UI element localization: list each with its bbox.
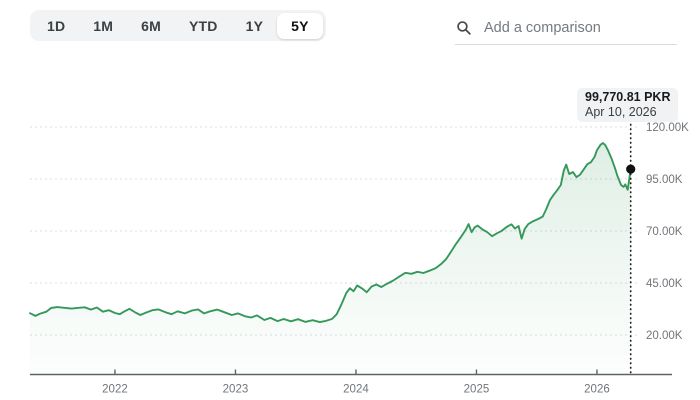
tooltip-price: 99,770.81 PKR [585,90,671,104]
range-tab-5y[interactable]: 5Y [277,12,323,39]
y-tick-label: 45.00K [646,278,683,290]
y-tick-label: 95.00K [646,174,683,186]
tooltip-date: Apr 10, 2026 [585,105,657,119]
range-tab-ytd[interactable]: YTD [175,13,232,39]
y-tick-label: 70.00K [646,226,683,238]
series-line [29,142,632,324]
range-tab-1d[interactable]: 1D [33,13,79,39]
series-area-fill [30,143,631,375]
range-tab-1m[interactable]: 1M [79,13,127,39]
hover-tooltip: 99,770.81 PKR Apr 10, 2026 [577,88,679,122]
y-tick-label: 20.00K [646,330,683,342]
chart-marker-dot [626,164,636,174]
range-tab-6m[interactable]: 6M [127,13,175,39]
gridlines: 20.00K 45.00K 70.00K 95.00K 120.00K [30,122,689,342]
search-icon [455,19,472,36]
range-tab-1y[interactable]: 1Y [232,13,278,39]
range-selector: 1D 1M 6M YTD 1Y 5Y [30,10,326,41]
x-axis: 2022 2023 2024 2025 2026 [30,369,672,396]
x-tick-label: 2024 [343,384,369,396]
x-tick-label: 2022 [102,384,128,396]
comparison-search-input[interactable] [482,18,677,37]
x-tick-label: 2026 [584,384,610,396]
x-tick-label: 2025 [464,384,490,396]
y-tick-label: 120.00K [646,122,689,134]
comparison-search[interactable] [455,11,677,45]
x-tick-label: 2023 [223,384,249,396]
